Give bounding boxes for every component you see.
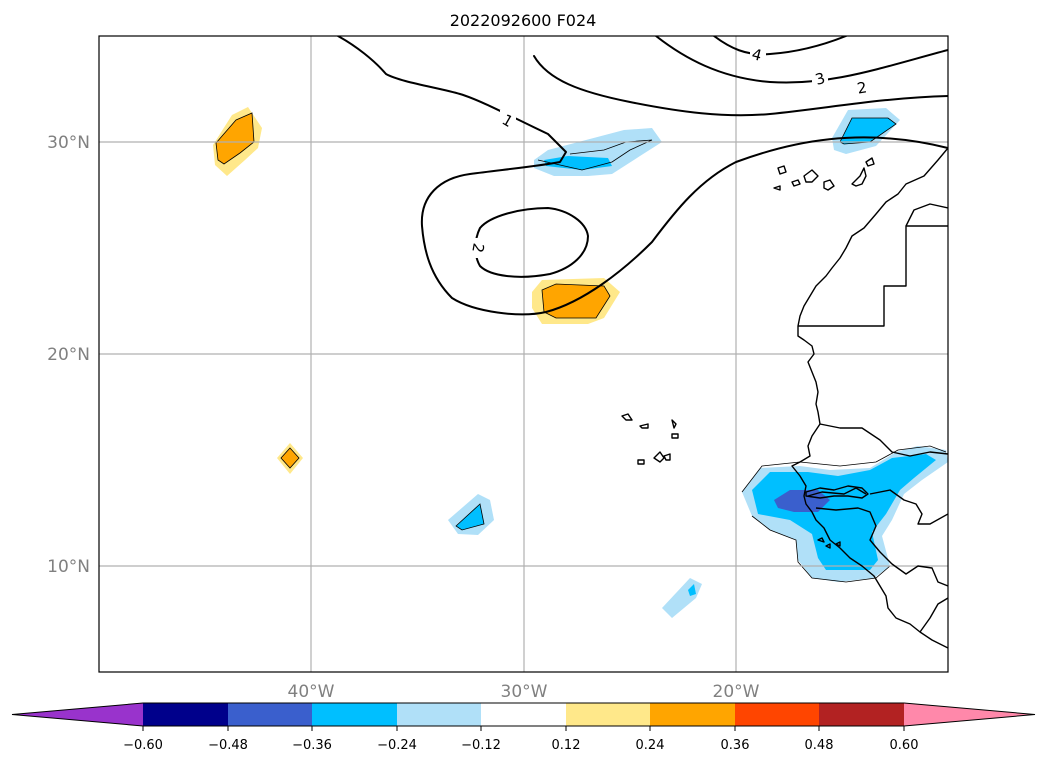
contour-1 [337, 36, 948, 316]
colorbar-tick-label: −0.48 [208, 738, 248, 753]
map-frame [98, 35, 949, 673]
colorbar-tick-label: 0.48 [805, 738, 834, 753]
colorbar-tick-label: 0.36 [721, 738, 750, 753]
negative-anomaly [688, 584, 696, 596]
anomaly-fills [213, 107, 948, 618]
contour-label: 4 [750, 45, 764, 65]
positive-anomaly [280, 447, 300, 469]
coastlines [621, 147, 948, 649]
lat-label: 20°N [47, 345, 90, 365]
lon-label: 30°W [501, 682, 548, 702]
colorbar-tick-label: 0.12 [552, 738, 581, 753]
colorbar: −0.60 −0.48 −0.36 −0.24 −0.12 0.12 0.24 … [11, 702, 1036, 753]
west-africa-borders [807, 423, 948, 633]
negative-anomaly [455, 503, 485, 531]
map-panel: 4 3 2 1 2 [99, 36, 948, 672]
canary-islands [773, 157, 875, 191]
lon-label: 40°W [288, 682, 335, 702]
colorbar-over-triangle [904, 703, 1035, 726]
colorbar-tick-label: −0.12 [461, 738, 501, 753]
contour-4 [713, 36, 847, 56]
colorbar-segment [566, 703, 650, 726]
africa-coastline [791, 147, 948, 649]
colorbar-segment [819, 703, 904, 726]
colorbar-tick-label: −0.60 [123, 738, 163, 753]
strong-negative-anomaly [774, 490, 830, 512]
lon-label: 20°W [713, 682, 760, 702]
contour-lines [337, 36, 948, 316]
morocco-border [905, 203, 948, 227]
positive-anomaly [215, 112, 255, 165]
colorbar-tick-label: −0.24 [377, 738, 417, 753]
colorbar-tick-labels: −0.60 −0.48 −0.36 −0.24 −0.12 0.12 0.24 … [123, 738, 918, 753]
contour-2-south [474, 207, 589, 278]
lat-label: 10°N [47, 557, 90, 577]
contour-2-north [533, 55, 948, 117]
lat-label: 30°N [47, 133, 90, 153]
colorbar-ticks [142, 726, 905, 731]
colorbar-segment [312, 703, 397, 726]
colorbar-under-triangle [12, 703, 143, 726]
colorbar-segment [143, 703, 228, 726]
longitude-labels: 40°W 30°W 20°W [288, 682, 760, 702]
contour-label: 3 [813, 69, 827, 89]
colorbar-segment [735, 703, 819, 726]
colorbar-tick-label: 0.60 [890, 738, 919, 753]
contour-label: 2 [468, 242, 487, 255]
western-sahara-border [798, 225, 948, 327]
cape-verde-islands [621, 413, 679, 465]
colorbar-segment [481, 703, 566, 726]
gambia-river [805, 485, 869, 499]
colorbar-tick-label: −0.36 [292, 738, 332, 753]
contour-3 [655, 36, 948, 84]
figure-title: 2022092600 F024 [450, 11, 597, 30]
contour-labels: 4 3 2 1 2 [468, 44, 870, 258]
colorbar-segment [228, 703, 312, 726]
colorbar-segment [397, 703, 481, 726]
negative-anomaly [752, 454, 936, 570]
bissagos-islands [817, 537, 841, 549]
latitude-labels: 30°N 20°N 10°N [47, 133, 90, 577]
contour-label: 2 [856, 78, 869, 97]
colorbar-tick-label: 0.24 [636, 738, 665, 753]
colorbar-segment [650, 703, 735, 726]
